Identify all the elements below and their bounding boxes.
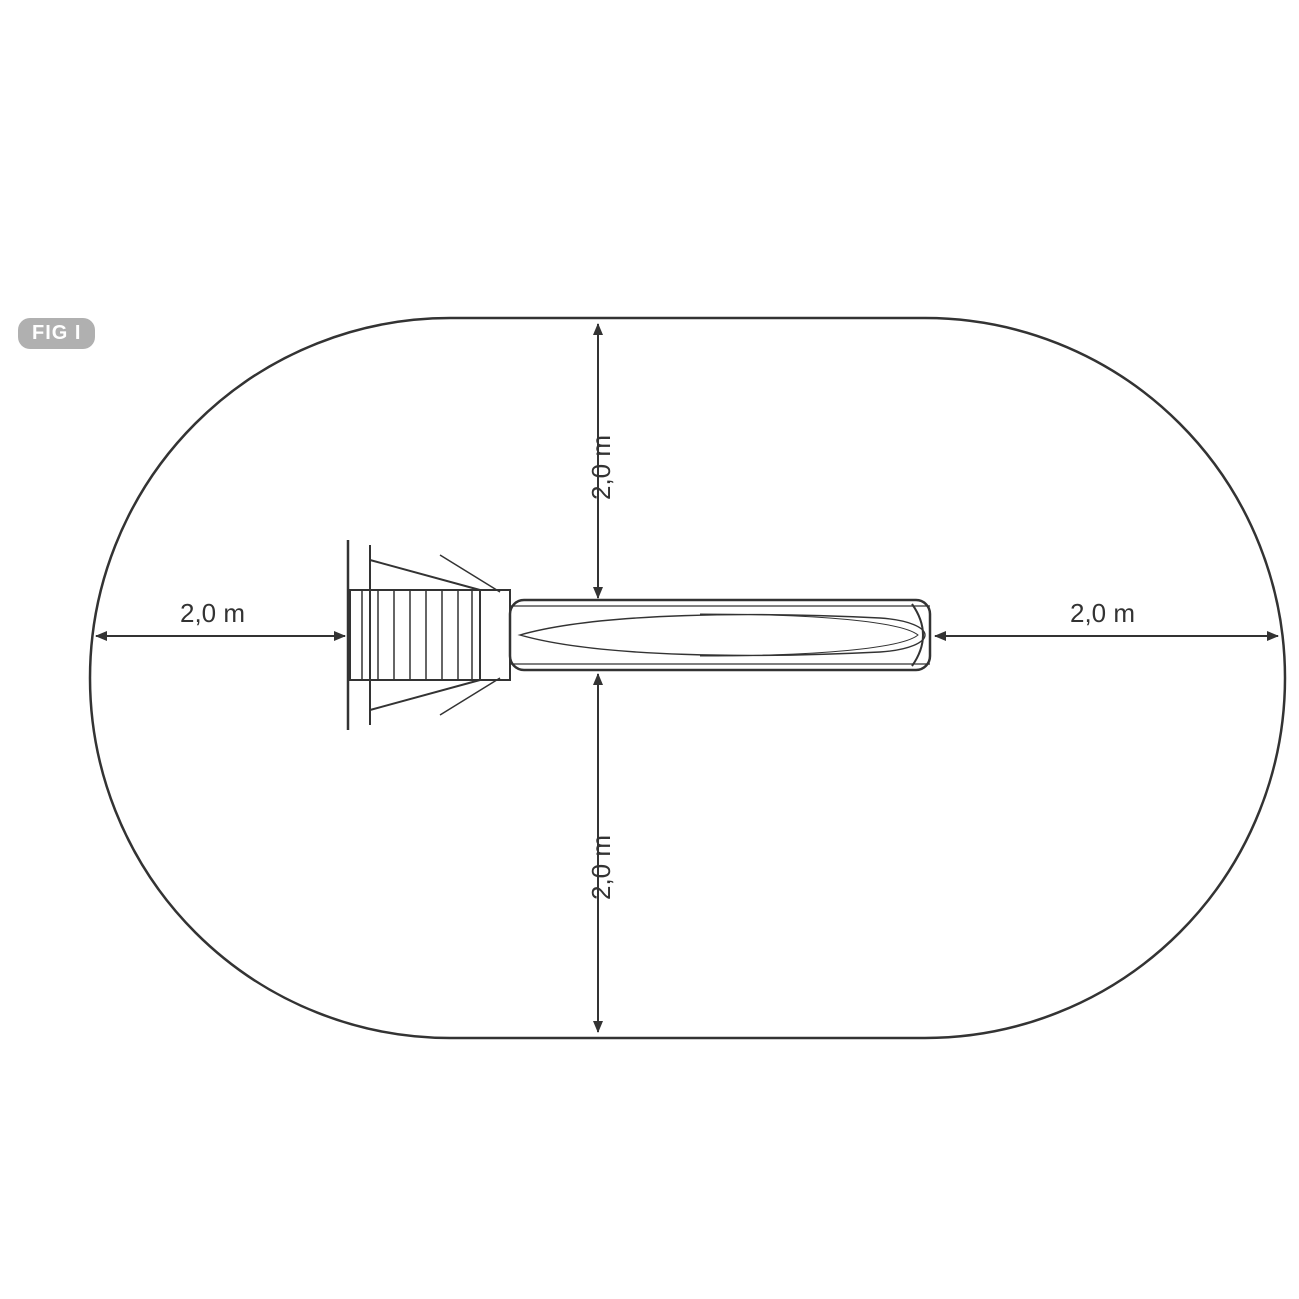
diagram-svg (0, 0, 1299, 1299)
dim-top-label: 2,0 m (586, 435, 617, 500)
safety-boundary (90, 318, 1285, 1038)
dimensions (96, 324, 1278, 1032)
dim-left-label: 2,0 m (180, 598, 245, 629)
dim-right-label: 2,0 m (1070, 598, 1135, 629)
playground-equipment (348, 540, 930, 730)
dim-bottom-label: 2,0 m (586, 835, 617, 900)
diagram-canvas: FIG I (0, 0, 1299, 1299)
